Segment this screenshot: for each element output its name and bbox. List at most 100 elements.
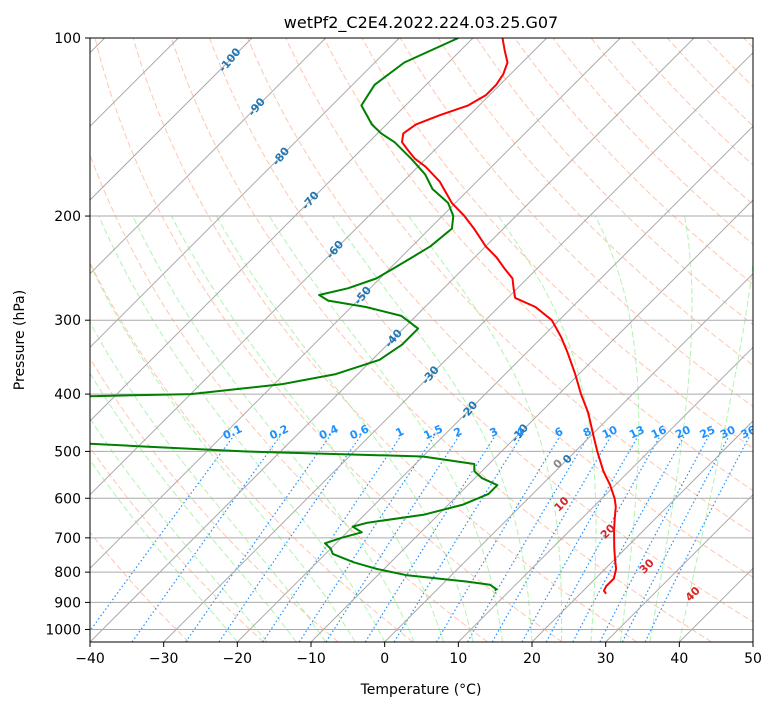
mixing-ratio-label: 6: [553, 425, 566, 440]
isotherm: [236, 125, 753, 642]
isotherm: [752, 641, 753, 642]
mixing-ratio-line: [218, 435, 362, 642]
mixing-ratio-label: 0.4: [317, 422, 340, 442]
isotherm: [605, 493, 753, 642]
mixing-ratio-line: [545, 435, 661, 642]
x-tick-label: −30: [149, 651, 179, 667]
mixing-ratio-label: 0.6: [348, 422, 371, 442]
mixing-ratio-label: 0.1: [221, 422, 244, 442]
dry-adiabat: [90, 531, 190, 642]
dry-adiabat: [285, 38, 753, 535]
moist-adiabat: [649, 215, 693, 642]
dry-adiabat: [552, 38, 753, 245]
mixing-ratio-line: [262, 435, 402, 642]
mixing-ratio-label: 20: [673, 423, 693, 441]
moist-adiabat-label: 40: [683, 584, 703, 604]
dry-adiabat: [90, 153, 488, 642]
isotherm: [310, 199, 753, 642]
temperature-profile: [401, 38, 618, 595]
mixing-ratio-line: [621, 435, 730, 642]
mixing-ratio-label: 16: [649, 423, 669, 441]
mixing-ratio-label: 1.5: [422, 422, 445, 442]
dry-adiabat: [323, 38, 753, 492]
x-tick-label: −10: [296, 651, 326, 667]
dry-adiabat: [94, 38, 563, 642]
dry-adiabat: [667, 38, 753, 127]
mixing-ratio-line: [90, 435, 235, 632]
isotherm: [163, 51, 753, 642]
sounding-profiles: [90, 38, 618, 595]
moist-adiabat: [594, 215, 640, 642]
moist-adiabat: [268, 215, 503, 642]
y-tick-label: 500: [54, 444, 81, 460]
plot-frame: [89, 37, 754, 643]
x-axis-label: Temperature (°C): [360, 682, 482, 698]
mixing-ratio-label: 13: [627, 423, 646, 441]
y-tick-label: 700: [54, 531, 81, 547]
background-lines: [90, 38, 753, 642]
moist-adiabat: [408, 215, 563, 642]
mixing-ratio-label: 0.2: [267, 422, 290, 442]
x-tick-label: 30: [597, 651, 615, 667]
dewpoint-profile: [90, 38, 499, 592]
x-tick-label: −40: [75, 651, 105, 667]
y-tick-label: 800: [54, 565, 81, 581]
dry-adiabat: [590, 38, 753, 206]
mixing-ratio-label: 3: [488, 425, 500, 440]
dry-adiabat: [132, 38, 638, 642]
isotherm: [384, 272, 753, 642]
moist-adiabat-label: 30: [637, 556, 657, 576]
moist-adiabat: [171, 215, 445, 642]
moist-adiabat: [98, 215, 386, 642]
mixing-ratio-label: 25: [698, 423, 717, 441]
mixing-ratio-line: [644, 435, 751, 642]
y-tick-label: 300: [54, 313, 81, 329]
dry-adiabat: [514, 38, 753, 285]
dry-adiabat: [399, 38, 753, 408]
mixing-ratio-line: [325, 435, 460, 642]
dry-adiabat: [90, 446, 264, 642]
mixing-ratio-label: 36: [739, 423, 759, 441]
mixing-ratio-label: 30: [718, 423, 738, 441]
y-tick-label: 900: [54, 595, 81, 611]
dry-adiabat: [247, 38, 753, 578]
isotherm: [90, 38, 400, 349]
moist-adiabat: [90, 417, 268, 642]
x-tick-label: 10: [449, 651, 467, 667]
dry-adiabat: [90, 261, 414, 642]
moist-adiabat: [90, 372, 297, 642]
y-axis-label: Pressure (hPa): [12, 290, 28, 390]
mixing-ratio-line: [466, 435, 590, 642]
x-tick-label: 40: [670, 651, 688, 667]
mixing-ratio-line: [298, 435, 436, 642]
isotherm: [90, 38, 327, 275]
isotherm: [678, 567, 753, 642]
mixing-ratio-line: [521, 435, 639, 642]
isotherm: [457, 346, 753, 642]
x-tick-label: 50: [744, 651, 762, 667]
moist-adiabat: [90, 263, 356, 642]
dry-adiabat: [437, 38, 753, 366]
mixing-ratio-line: [364, 435, 496, 642]
x-tick-label: −20: [223, 651, 253, 667]
moist-adiabat: [90, 321, 327, 642]
moist-adiabat: [332, 215, 533, 642]
isotherm: [90, 38, 474, 422]
isotherm: [90, 38, 548, 496]
y-tick-label: 600: [54, 491, 81, 507]
isotherm: [90, 38, 695, 642]
mixing-ratio-label: 1: [394, 425, 406, 440]
moist-adiabat: [132, 215, 415, 642]
dry-adiabat: [705, 38, 753, 88]
isotherm: [531, 420, 753, 642]
x-tick-label: 20: [523, 651, 541, 667]
isotherm: [90, 38, 621, 570]
y-tick-label: 100: [54, 31, 81, 47]
mixing-ratio-line: [435, 435, 561, 642]
isotherm: [90, 38, 253, 201]
dry-adiabat: [209, 38, 753, 623]
dry-adiabat: [90, 357, 339, 642]
y-tick-label: 400: [54, 387, 81, 403]
mixing-ratio-line: [393, 435, 523, 642]
